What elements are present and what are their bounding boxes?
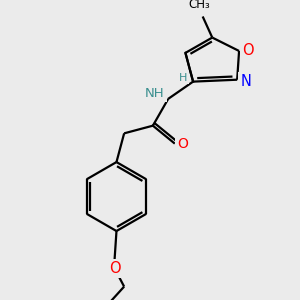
Text: N: N	[240, 74, 251, 89]
Text: CH₃: CH₃	[188, 0, 210, 11]
Text: O: O	[109, 261, 120, 276]
Text: O: O	[177, 137, 188, 151]
Text: H: H	[179, 73, 188, 83]
Text: O: O	[242, 43, 254, 58]
Text: NH: NH	[145, 87, 165, 100]
